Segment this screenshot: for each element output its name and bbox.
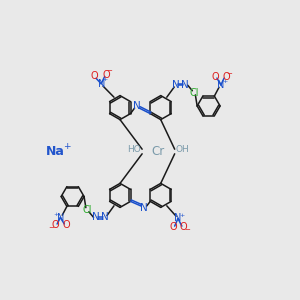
Text: N: N bbox=[101, 212, 109, 222]
Text: OH: OH bbox=[176, 145, 190, 154]
Text: N: N bbox=[172, 80, 180, 90]
Text: −: − bbox=[106, 68, 112, 74]
Text: +: + bbox=[222, 79, 227, 84]
Text: Cr: Cr bbox=[152, 145, 165, 158]
Text: −: − bbox=[184, 227, 190, 233]
Text: O: O bbox=[62, 220, 70, 230]
Text: −: − bbox=[49, 225, 55, 231]
Text: N: N bbox=[174, 214, 182, 224]
Text: O: O bbox=[222, 72, 230, 82]
Text: Cl: Cl bbox=[190, 88, 199, 98]
Text: −: − bbox=[226, 71, 232, 77]
Text: +: + bbox=[103, 77, 108, 83]
Text: N: N bbox=[182, 80, 189, 90]
Text: N: N bbox=[92, 212, 100, 222]
Text: +: + bbox=[53, 212, 59, 217]
Text: O: O bbox=[180, 222, 188, 232]
Text: O: O bbox=[102, 70, 110, 80]
Text: +: + bbox=[64, 142, 71, 152]
Text: Cl: Cl bbox=[82, 205, 92, 215]
Text: N: N bbox=[98, 79, 105, 89]
Text: O: O bbox=[169, 222, 177, 232]
Text: O: O bbox=[211, 72, 219, 82]
Text: Na: Na bbox=[46, 145, 64, 158]
Text: O: O bbox=[51, 220, 59, 230]
Text: +: + bbox=[179, 212, 184, 217]
Text: N: N bbox=[217, 80, 225, 90]
Text: O: O bbox=[90, 71, 98, 81]
Text: N: N bbox=[133, 101, 141, 111]
Text: N: N bbox=[140, 203, 148, 213]
Text: N: N bbox=[57, 212, 64, 223]
Text: HO: HO bbox=[127, 145, 141, 154]
